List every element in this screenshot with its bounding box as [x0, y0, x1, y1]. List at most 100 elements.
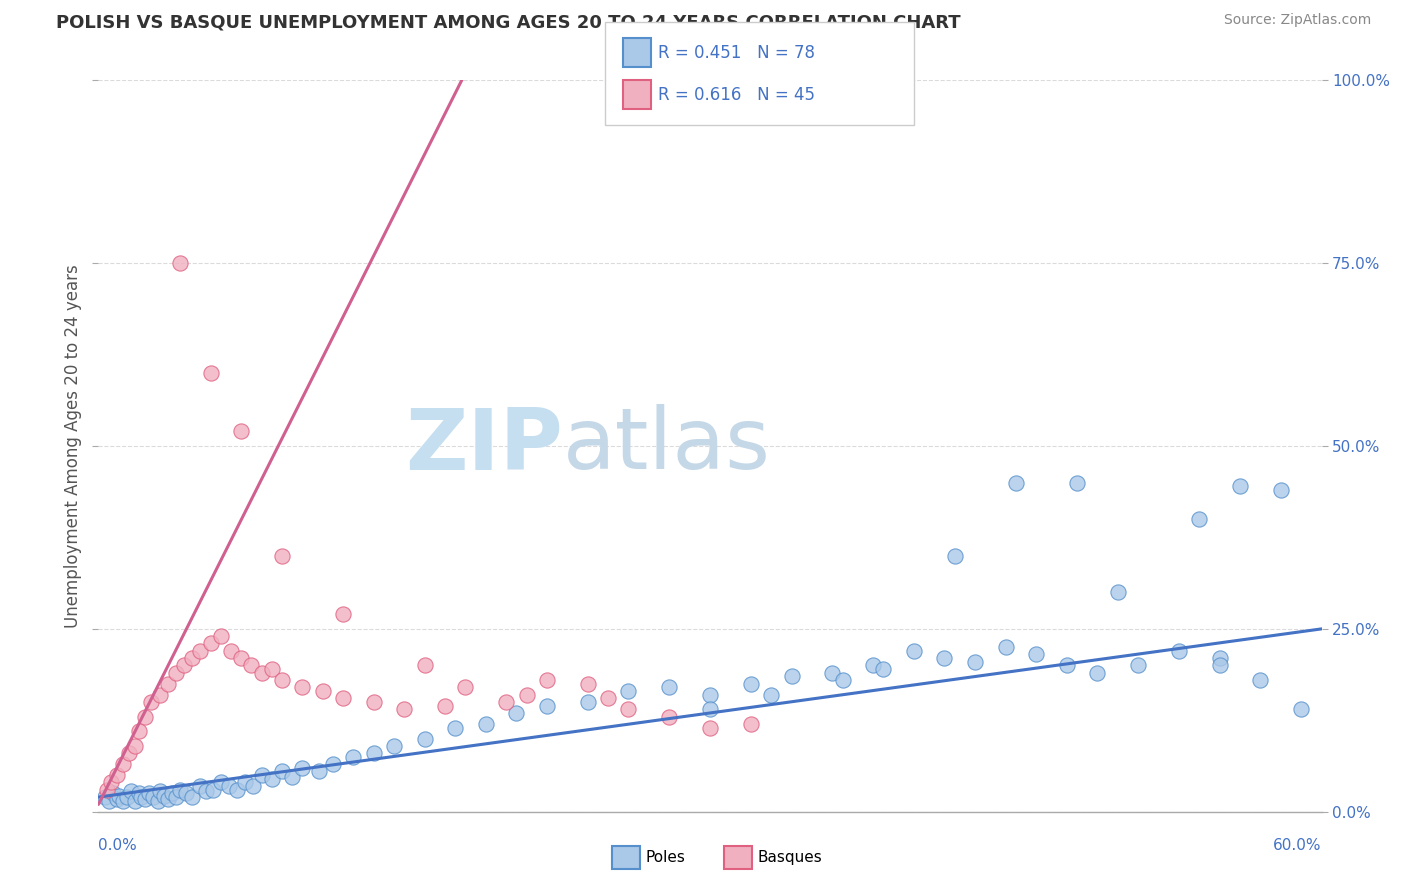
Point — [242, 779, 264, 793]
Point — [444, 721, 467, 735]
Point — [226, 782, 249, 797]
Point — [233, 775, 256, 789]
Point — [291, 761, 314, 775]
Point — [100, 775, 122, 789]
Point — [740, 717, 762, 731]
Point — [576, 676, 599, 690]
Point — [146, 794, 169, 808]
Point — [831, 673, 853, 687]
Point — [1188, 512, 1211, 526]
Point — [505, 706, 527, 720]
Point — [188, 644, 212, 658]
Point — [108, 789, 131, 803]
Point — [250, 665, 273, 680]
Text: R = 0.451   N = 78: R = 0.451 N = 78 — [658, 44, 815, 62]
Point — [134, 709, 156, 723]
Text: Source: ZipAtlas.com: Source: ZipAtlas.com — [1223, 13, 1371, 28]
Y-axis label: Unemployment Among Ages 20 to 24 years: Unemployment Among Ages 20 to 24 years — [63, 264, 82, 628]
Point — [128, 787, 150, 801]
Point — [872, 662, 894, 676]
Point — [156, 791, 179, 805]
Point — [780, 669, 803, 683]
Point — [96, 782, 118, 797]
Point — [101, 787, 124, 801]
Text: ZIP: ZIP — [405, 404, 564, 488]
Point — [165, 665, 187, 680]
Point — [240, 658, 263, 673]
Point — [115, 790, 138, 805]
Point — [200, 636, 222, 650]
Text: 0.0%: 0.0% — [98, 838, 138, 853]
Point — [105, 791, 128, 805]
Point — [1066, 475, 1088, 490]
Point — [994, 640, 1017, 655]
Point — [536, 698, 558, 713]
Point — [965, 655, 987, 669]
Point — [281, 770, 304, 784]
Point — [821, 665, 844, 680]
Point — [699, 702, 721, 716]
Point — [128, 724, 150, 739]
Point — [740, 676, 762, 690]
Point — [165, 790, 187, 805]
Point — [160, 787, 183, 801]
Point — [934, 651, 956, 665]
Point — [382, 739, 405, 753]
Point — [105, 768, 128, 782]
Point — [903, 644, 925, 658]
Point — [169, 782, 191, 797]
Point — [1167, 644, 1189, 658]
Point — [413, 658, 436, 673]
Point — [1085, 665, 1108, 680]
Point — [1270, 483, 1292, 497]
Point — [231, 425, 253, 439]
Point — [1249, 673, 1271, 687]
Point — [332, 691, 354, 706]
Text: Poles: Poles — [645, 850, 685, 864]
Point — [174, 787, 197, 801]
Point — [270, 673, 294, 687]
Point — [111, 794, 134, 808]
Point — [495, 695, 517, 709]
Point — [260, 662, 283, 676]
Point — [270, 549, 294, 563]
Point — [516, 688, 538, 702]
Point — [250, 768, 273, 782]
Text: Basques: Basques — [758, 850, 823, 864]
Point — [209, 775, 232, 789]
Point — [201, 782, 224, 797]
Text: R = 0.616   N = 45: R = 0.616 N = 45 — [658, 86, 815, 103]
Point — [181, 790, 204, 805]
Point — [138, 787, 160, 801]
Point — [200, 366, 222, 380]
Point — [332, 607, 354, 622]
Point — [156, 676, 179, 690]
Point — [596, 691, 619, 706]
Point — [149, 688, 172, 702]
Point — [188, 779, 212, 793]
Point — [118, 746, 141, 760]
Point — [219, 644, 242, 658]
Text: 60.0%: 60.0% — [1274, 838, 1322, 853]
Point — [413, 731, 436, 746]
Point — [617, 684, 640, 698]
Point — [1208, 658, 1232, 673]
Point — [536, 673, 558, 687]
Point — [658, 709, 681, 723]
Text: atlas: atlas — [564, 404, 772, 488]
Point — [1229, 479, 1251, 493]
Point — [270, 764, 294, 779]
Point — [195, 784, 218, 798]
Point — [943, 549, 966, 563]
Point — [576, 695, 599, 709]
Point — [173, 658, 195, 673]
Point — [1056, 658, 1078, 673]
Point — [658, 681, 681, 695]
Point — [260, 772, 283, 786]
Point — [142, 790, 165, 805]
Point — [97, 794, 120, 808]
Point — [1004, 475, 1026, 490]
Point — [392, 702, 416, 716]
Point — [433, 698, 456, 713]
Point — [699, 688, 721, 702]
